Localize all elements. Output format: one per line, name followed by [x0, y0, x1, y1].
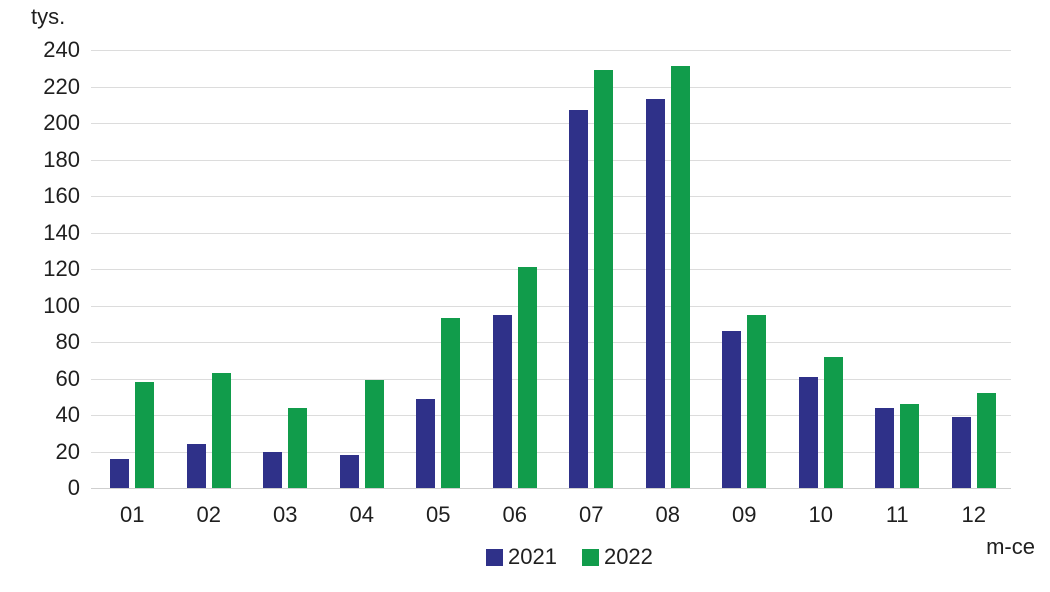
x-tick-label: 01 — [120, 502, 145, 527]
bar-2021-03 — [263, 451, 283, 488]
y-tick-label: 180 — [43, 146, 80, 172]
bar-2021-12 — [951, 416, 971, 488]
legend-label-2021: 2021 — [508, 544, 557, 569]
x-tick-label: 12 — [961, 502, 986, 527]
gridline — [91, 378, 1011, 380]
bar-2021-06 — [492, 314, 512, 488]
x-axis-label: m-ce — [986, 534, 1035, 559]
y-tick-label: 100 — [43, 292, 80, 318]
gridline — [91, 196, 1011, 197]
x-tick-label: 03 — [273, 502, 298, 527]
x-tick-label: 05 — [426, 502, 451, 527]
x-axis-line — [91, 488, 1011, 489]
bar-2022-09 — [747, 314, 767, 488]
x-tick-label: 07 — [579, 502, 604, 527]
legend-swatch-2021 — [486, 548, 503, 566]
bar-2022-08 — [670, 66, 690, 488]
gridline — [91, 232, 1011, 234]
bar-2022-12 — [976, 393, 996, 488]
gridline — [91, 86, 1011, 88]
x-tick-label: 10 — [808, 502, 833, 527]
bar-2021-01 — [110, 458, 130, 488]
gridline — [91, 50, 1011, 51]
bar-2022-07 — [594, 70, 614, 488]
bar-2021-10 — [798, 376, 818, 488]
gridline — [91, 415, 1011, 416]
x-tick-label: 11 — [885, 502, 909, 527]
y-tick-label: 60 — [55, 365, 80, 391]
legend-swatch-2022 — [581, 548, 599, 566]
bar-2021-07 — [569, 110, 589, 488]
y-tick-label: 160 — [43, 183, 80, 208]
bar-2022-10 — [823, 356, 843, 488]
x-tick-label: 06 — [502, 502, 527, 527]
bar-2022-03 — [288, 407, 308, 488]
legend-item-2022: 2022 — [581, 544, 653, 570]
y-tick-label: 240 — [43, 37, 80, 62]
x-tick-label: 02 — [196, 502, 221, 527]
legend-label-2022: 2022 — [603, 544, 653, 569]
gridline — [91, 305, 1011, 307]
bar-2022-02 — [211, 373, 231, 488]
y-tick-label: 80 — [55, 329, 80, 354]
gridline — [91, 123, 1011, 124]
bar-2022-11 — [900, 404, 920, 488]
y-tick-label: 40 — [55, 402, 80, 427]
bar-2022-06 — [517, 267, 537, 488]
bar-2021-04 — [339, 455, 359, 488]
y-tick-label: 20 — [55, 438, 80, 464]
y-axis-unit-label: tys. — [31, 4, 66, 29]
x-tick-label: 04 — [349, 502, 374, 527]
y-tick-label: 200 — [43, 110, 80, 135]
bar-2021-09 — [722, 331, 742, 488]
bar-2022-01 — [135, 382, 155, 488]
gridline — [91, 451, 1011, 453]
bar-2021-11 — [875, 407, 895, 488]
bar-2021-02 — [186, 444, 206, 488]
gridline — [91, 159, 1011, 161]
bar-2021-05 — [416, 398, 436, 488]
legend-item-2021: 2021 — [486, 544, 557, 570]
x-tick-label: 09 — [732, 502, 757, 527]
y-tick-label: 0 — [67, 475, 80, 500]
y-tick-label: 120 — [43, 256, 80, 281]
bar-2021-08 — [645, 99, 665, 488]
x-tick-label: 08 — [655, 502, 680, 527]
legend: 2021 2022 — [486, 544, 653, 570]
bar-2022-04 — [364, 380, 384, 488]
gridline — [91, 342, 1011, 343]
y-tick-label: 140 — [43, 219, 80, 245]
y-tick-label: 220 — [43, 73, 80, 99]
bar-2022-05 — [441, 318, 461, 488]
gridline — [91, 269, 1011, 270]
